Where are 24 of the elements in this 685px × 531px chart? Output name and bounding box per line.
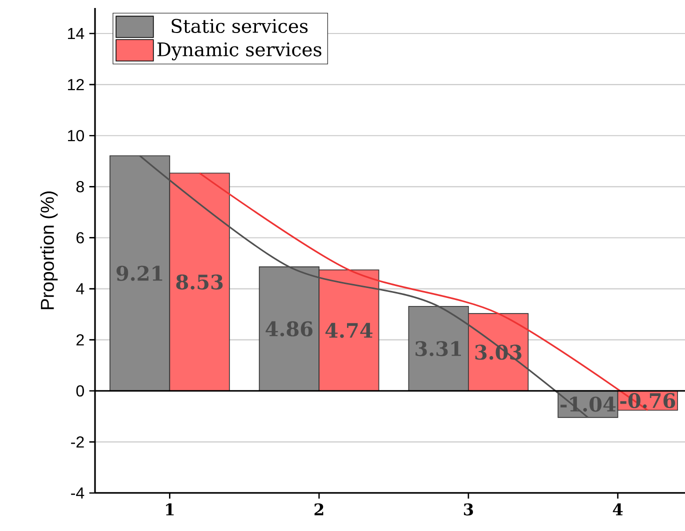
legend-label: Dynamic services (157, 42, 322, 60)
y-tick-label: 12 (68, 78, 84, 90)
data-label: 4.86 (266, 321, 312, 336)
data-label: 9.21 (116, 266, 162, 281)
y-axis-title: Proportion (%) (40, 192, 58, 310)
y-tick-label: -4 (71, 487, 84, 498)
y-tick-label: 4 (76, 283, 84, 294)
y-tick-label: 14 (68, 28, 84, 40)
y-tick-label: 6 (76, 232, 84, 244)
y-tick-label: 0 (76, 385, 84, 397)
x-tick-label: 4 (612, 503, 623, 516)
y-tick-label: -2 (71, 436, 84, 448)
y-tick-label: 2 (76, 334, 84, 346)
data-label: -1.04 (560, 396, 616, 412)
x-tick-label: 2 (314, 503, 324, 516)
data-label: 8.53 (176, 274, 223, 290)
x-tick-label: 3 (464, 503, 473, 516)
legend-label: Static services (172, 18, 308, 34)
data-label: -0.76 (620, 393, 676, 408)
data-label: 4.74 (325, 322, 372, 338)
y-tick-label: 10 (68, 130, 84, 142)
x-tick-label: 1 (166, 503, 174, 516)
data-label: 3.31 (416, 341, 461, 356)
y-tick-label: 8 (76, 181, 84, 192)
